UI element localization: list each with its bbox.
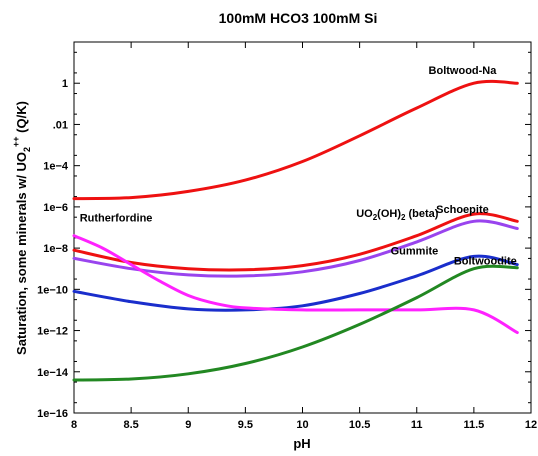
y-tick-label: 1e−8 (43, 243, 68, 255)
x-axis-label: pH (293, 436, 310, 451)
series-label-gummite: Gummite (391, 245, 439, 257)
x-tick-label: 10 (296, 419, 308, 431)
x-tick-label: 8.5 (123, 419, 138, 431)
x-axis: 8 8.5 9 9.5 10 10.5 11 11.5 12 (71, 42, 537, 431)
y-tick-label: 1e−16 (37, 408, 68, 420)
series-label-schoepite: Schoepite (436, 204, 489, 216)
plot-area (72, 79, 519, 382)
x-tick-label: 11 (411, 419, 423, 431)
y-tick-label: 1e−12 (37, 326, 68, 338)
series-line-boltwood-na (72, 79, 519, 201)
y-tick-label: 1e−10 (37, 284, 68, 296)
y-tick-label: 1e−6 (43, 202, 68, 214)
y-axis-label: Saturation, some minerals w/ UO2++ (Q/K) (11, 101, 32, 355)
y-tick-label: 1e−4 (43, 161, 69, 173)
annotations: Boltwood-Na Rutherfordine Schoepite Gummite… (80, 65, 517, 268)
series-label-rutherfordine: Rutherfordine (80, 212, 153, 224)
series-line-rutherfordine (72, 234, 519, 335)
y-tick-label: .01 (53, 119, 68, 131)
series-line-boltwoodite (72, 264, 519, 382)
y-tick-label: 1 (62, 78, 68, 90)
x-tick-label: 8 (71, 419, 77, 431)
series-line-gummite (72, 254, 519, 312)
y-axis: 1e−16 1e−14 1e−12 1e−10 1e−8 1e−6 1e−4 .01 1 (37, 51, 531, 420)
x-tick-label: 11.5 (463, 419, 484, 431)
chart-title: 100mM HCO3 100mM Si (219, 10, 378, 26)
series-label-uo2-oh-2-beta: UO2(OH)2 (beta) (356, 208, 439, 222)
plot-frame (73, 41, 532, 414)
x-tick-label: 10.5 (349, 419, 370, 431)
x-tick-label: 9 (185, 419, 191, 431)
series-label-boltwoodite: Boltwoodite (454, 256, 517, 268)
x-tick-label: 9.5 (238, 419, 253, 431)
y-tick-label: 1e−14 (37, 367, 69, 379)
series-line-schoepite (72, 219, 519, 278)
series-line-uo2-oh-2-beta (72, 212, 519, 272)
series-label-boltwood-na: Boltwood-Na (429, 65, 498, 77)
x-tick-label: 12 (525, 419, 537, 431)
